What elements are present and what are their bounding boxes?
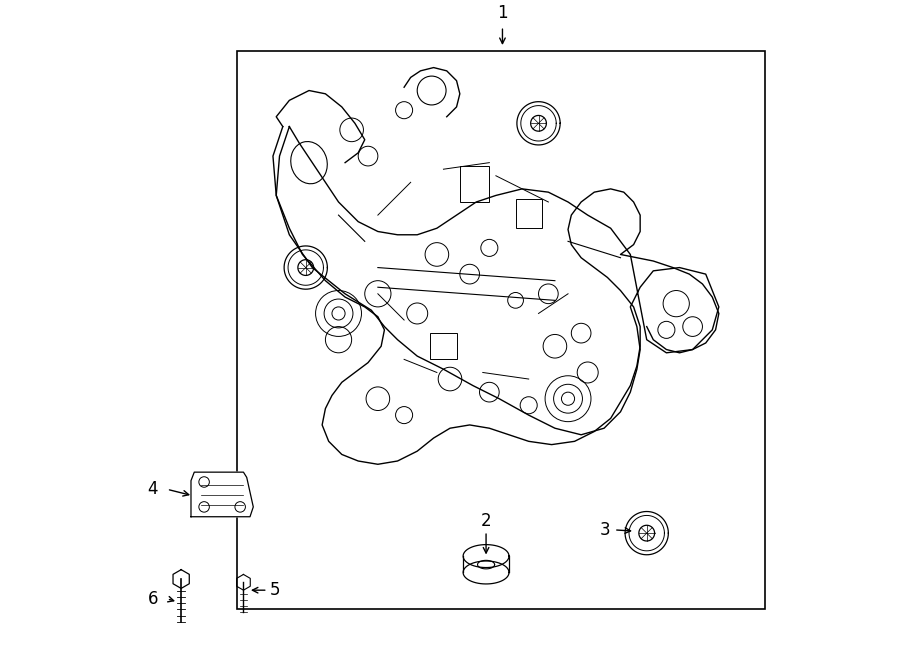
Polygon shape — [276, 127, 719, 435]
Text: 2: 2 — [481, 512, 491, 530]
Text: 6: 6 — [148, 590, 158, 607]
Text: 5: 5 — [270, 581, 280, 599]
Text: 3: 3 — [600, 521, 611, 539]
Text: 4: 4 — [148, 480, 158, 498]
Bar — [237, 51, 765, 609]
Text: 1: 1 — [497, 4, 508, 22]
Polygon shape — [191, 472, 253, 517]
